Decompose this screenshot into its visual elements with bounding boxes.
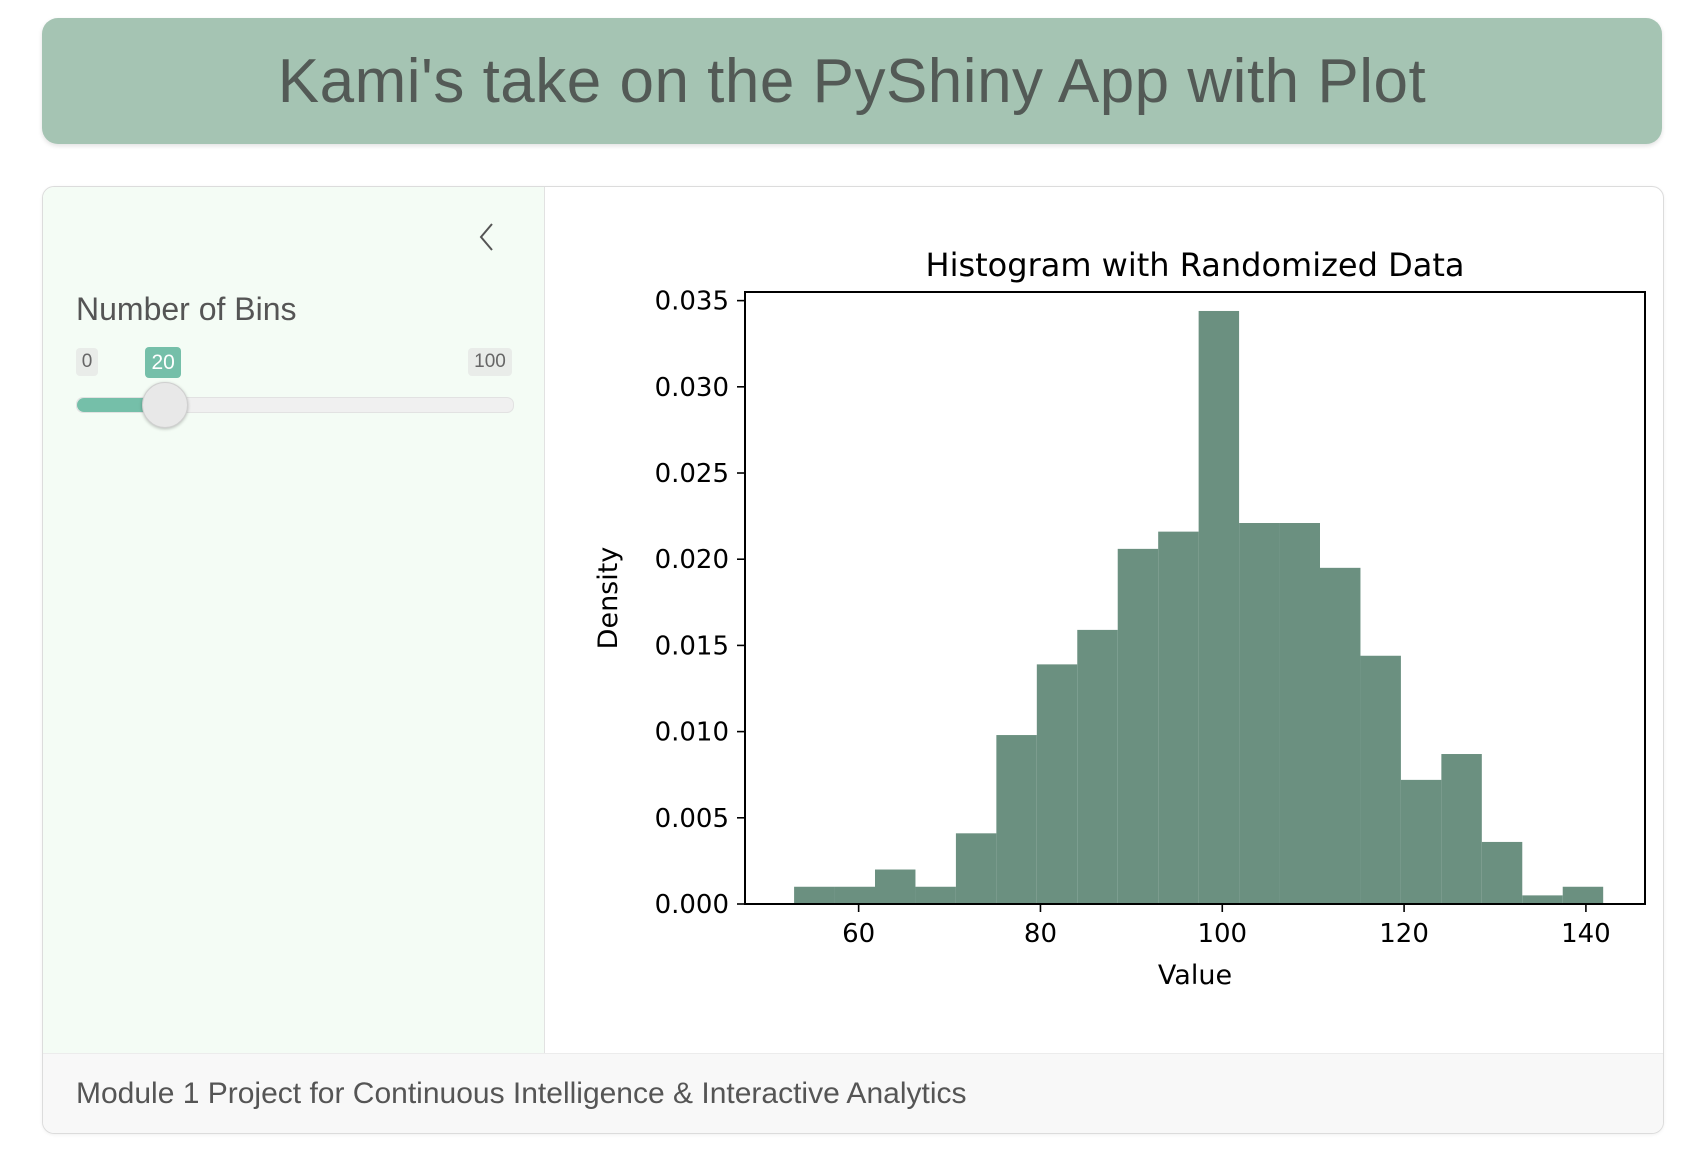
y-tick-label: 0.030 bbox=[655, 373, 729, 403]
sidebar: Number of Bins 0 20 100 bbox=[43, 187, 545, 1053]
main-card: Number of Bins 0 20 100 60 80 100 120 140 0.0… bbox=[42, 186, 1664, 1134]
y-tick-label: 0.000 bbox=[655, 890, 729, 920]
chart-title: Histogram with Randomized Data bbox=[926, 246, 1465, 284]
histogram-bar bbox=[1158, 531, 1199, 904]
histogram-bar bbox=[1239, 523, 1280, 904]
app-header: Kami's take on the PyShiny App with Plot bbox=[42, 18, 1662, 144]
x-tick-label: 140 bbox=[1561, 919, 1611, 949]
plot-frame bbox=[744, 291, 1646, 905]
histogram-bar bbox=[1077, 629, 1118, 904]
y-tick-label: 0.025 bbox=[655, 459, 729, 489]
y-tick-label: 0.010 bbox=[655, 718, 729, 748]
histogram-bar bbox=[794, 886, 835, 904]
histogram-bar bbox=[1279, 523, 1320, 904]
histogram-bar bbox=[1036, 664, 1078, 904]
histogram-bar bbox=[1117, 548, 1159, 904]
footer-text: Module 1 Project for Continuous Intellig… bbox=[76, 1077, 967, 1110]
slider-max-label: 100 bbox=[468, 348, 512, 376]
chevron-left-icon bbox=[479, 223, 493, 251]
histogram-bar bbox=[915, 886, 956, 904]
histogram-bar bbox=[875, 869, 916, 904]
histogram-bar bbox=[996, 735, 1037, 904]
x-tick-label: 120 bbox=[1379, 919, 1429, 949]
histogram-bar bbox=[955, 833, 997, 904]
slider-thumb[interactable] bbox=[142, 382, 189, 428]
histogram-bar bbox=[1400, 779, 1442, 904]
histogram-bar bbox=[1562, 886, 1604, 904]
y-tick-label: 0.020 bbox=[655, 545, 729, 575]
x-tick-label: 100 bbox=[1197, 919, 1247, 949]
bins-slider[interactable] bbox=[76, 382, 514, 428]
histogram-bar bbox=[1198, 310, 1240, 904]
footer: Module 1 Project for Continuous Intellig… bbox=[43, 1053, 1663, 1133]
histogram-bar bbox=[1320, 567, 1361, 904]
y-tick-label: 0.035 bbox=[655, 287, 729, 317]
x-tick-label: 60 bbox=[842, 919, 875, 949]
x-tick-label: 80 bbox=[1024, 919, 1057, 949]
sidebar-collapse-button[interactable] bbox=[467, 217, 507, 257]
slider-value-badge: 20 bbox=[145, 347, 182, 378]
plot-panel: 60 80 100 120 140 0.000 0.005 0.010 0.015 0.020 0.… bbox=[545, 187, 1663, 1053]
y-tick-label: 0.005 bbox=[655, 804, 729, 834]
x-axis-label: Value bbox=[1158, 960, 1232, 991]
histogram-bar bbox=[1360, 655, 1401, 904]
histogram-chart: 60 80 100 120 140 0.000 0.005 0.010 0.015 0.020 0.… bbox=[593, 246, 1646, 991]
histogram-bar bbox=[1441, 754, 1482, 904]
histogram-bar bbox=[1481, 841, 1523, 904]
histogram-bar bbox=[1522, 895, 1563, 904]
app-title: Kami's take on the PyShiny App with Plot bbox=[277, 46, 1427, 116]
slider-min-label: 0 bbox=[76, 348, 98, 376]
slider-label: Number of Bins bbox=[76, 291, 297, 327]
histogram-bar bbox=[834, 886, 875, 904]
y-axis-label: Density bbox=[593, 547, 624, 650]
y-tick-label: 0.015 bbox=[655, 631, 729, 661]
